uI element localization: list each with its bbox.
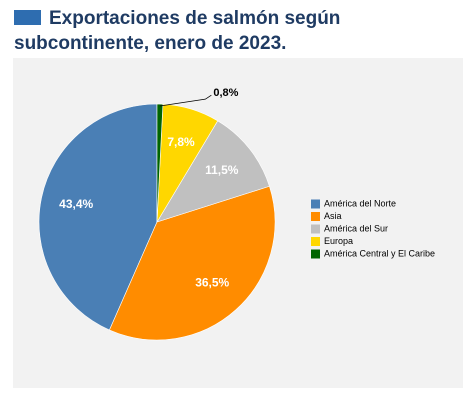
legend-label: América Central y El Caribe bbox=[324, 248, 435, 258]
title-marker bbox=[14, 10, 41, 25]
data-label: 36,5% bbox=[195, 276, 229, 290]
legend-swatch bbox=[311, 237, 320, 246]
legend-swatch bbox=[311, 212, 320, 221]
pie-slice bbox=[156, 120, 270, 223]
title-text: Exportaciones de salmón según subcontine… bbox=[14, 8, 341, 54]
data-label: 0,8% bbox=[213, 87, 238, 99]
pie-slice bbox=[109, 185, 276, 341]
legend-swatch bbox=[311, 249, 320, 259]
chart-title: Exportaciones de salmón según subcontine… bbox=[14, 6, 444, 56]
data-label: 7,8% bbox=[167, 135, 195, 149]
leader-line bbox=[159, 94, 212, 107]
data-label: 11,5% bbox=[205, 163, 239, 177]
pie-slice bbox=[38, 103, 158, 331]
legend-label: América del Norte bbox=[324, 198, 396, 208]
data-label: 43,4% bbox=[59, 197, 93, 211]
legend-label: Europa bbox=[324, 236, 353, 246]
pie-slice bbox=[156, 103, 164, 223]
legend-swatch bbox=[311, 199, 320, 209]
legend-swatch bbox=[311, 224, 320, 234]
legend-label: Asia bbox=[324, 211, 342, 221]
legend-label: América del Sur bbox=[324, 223, 388, 233]
